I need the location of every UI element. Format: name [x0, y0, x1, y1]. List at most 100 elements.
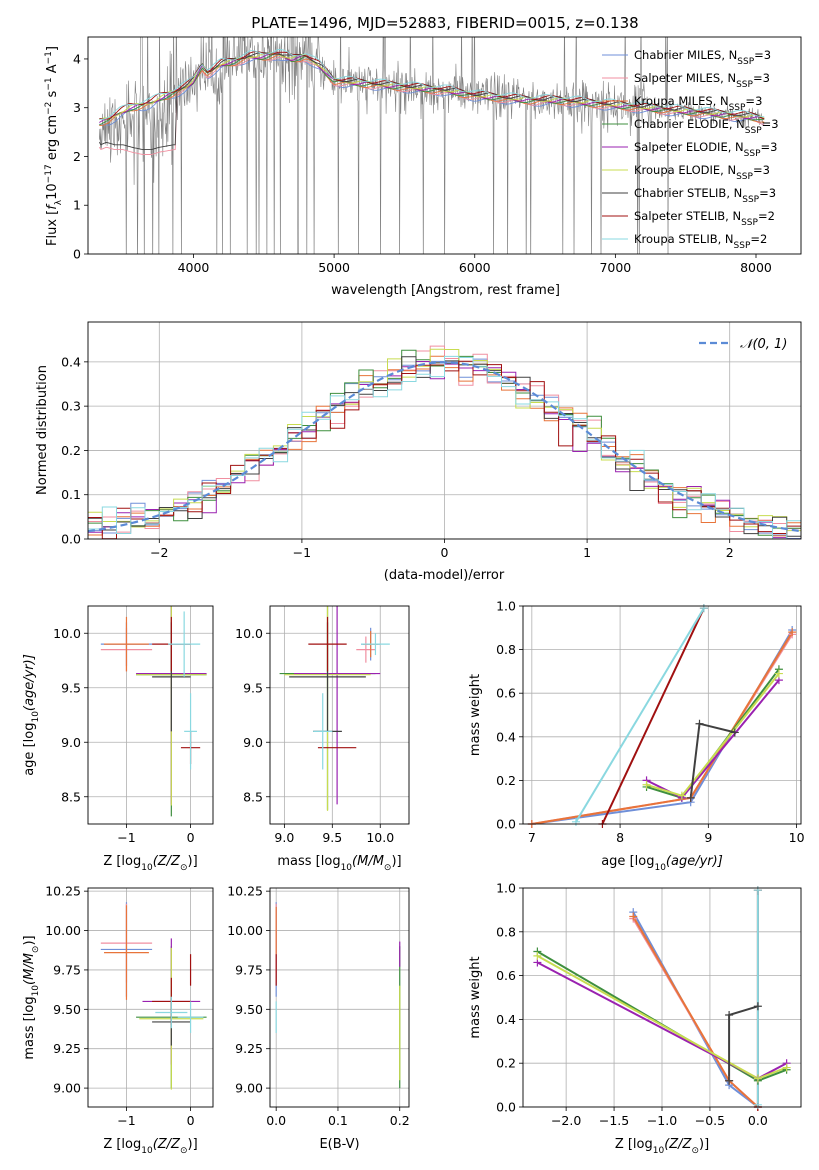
label-part: Kroupa ELODIE — [634, 163, 720, 177]
x-tick-label: −1 — [117, 1113, 135, 1128]
model-line-salpeter-miles — [98, 57, 765, 155]
y-tick-label: 0.0 — [496, 1100, 516, 1115]
axes-age-vs-mass: 9.0 9.5 10.0 8.5 9.0 9.5 10.0 mass [log10(M/M⊙)… — [235, 605, 410, 873]
y-tick-label: 9.50 — [235, 1002, 263, 1017]
plot-area — [270, 606, 409, 824]
x-tick-label: −0.5 — [695, 1113, 725, 1128]
weight-line-salpeter-stelib — [601, 607, 705, 824]
axes-frame — [269, 887, 410, 1108]
label-part: , N — [728, 140, 744, 154]
x-axis-label: Z [log10(Z/Z⊙)] — [103, 1137, 197, 1156]
model-line-kroupa-stelib — [99, 48, 765, 120]
label-part: SSP — [741, 218, 758, 228]
label-part: ⊙ — [31, 946, 41, 954]
label-part: 3 — [770, 140, 777, 154]
axes-frame — [87, 321, 802, 540]
axes-frame — [522, 887, 802, 1108]
plot-area — [270, 888, 409, 1107]
weight-line-kroupa-elodie — [646, 672, 780, 797]
y-tick-label: 0.2 — [496, 773, 516, 788]
label-part: = — [759, 186, 769, 200]
weight-marker-kroupa-elodie — [774, 669, 783, 678]
weight-marker-chabrier-stelib — [730, 728, 739, 737]
x-tick-label: −2 — [150, 545, 168, 560]
label-part: 3 — [764, 48, 771, 62]
x-tick-label: 0 — [187, 830, 195, 845]
x-tick-label: −2.0 — [551, 1113, 581, 1128]
label-part: )] — [699, 1137, 709, 1152]
label-part: = — [753, 71, 763, 85]
axes-frame — [269, 605, 410, 825]
label-part: = — [758, 209, 768, 223]
label-part: 2 — [760, 232, 767, 246]
weight-marker-kroupa-miles — [629, 912, 638, 921]
label-part: Salpeter MILES — [634, 71, 720, 85]
x-axis-label: (data-model)/error — [384, 568, 505, 583]
x-tick-label: 9.5 — [322, 830, 342, 845]
label-part: = — [750, 232, 760, 246]
y-tick-label: 0.8 — [496, 924, 516, 939]
label-part: mass [log — [277, 854, 340, 869]
label-part: ⊙ — [384, 863, 392, 873]
axes-frame — [87, 36, 802, 255]
label-part: Kroupa STELIB — [634, 232, 718, 246]
label-part: Chabrier MILES — [634, 48, 721, 62]
y-tick-label: 10.0 — [53, 626, 81, 641]
weight-line-chabrier-miles — [531, 629, 794, 824]
weight-line-salpeter-miles — [531, 633, 794, 824]
y-tick-label: 3 — [73, 100, 81, 115]
x-tick-label: 9 — [704, 830, 712, 845]
label-part: s — [45, 90, 60, 101]
label-part: −1 — [44, 77, 54, 90]
y-tick-label: 10.00 — [45, 923, 81, 938]
x-tick-label: 7000 — [599, 260, 631, 275]
weight-marker-chabrier-stelib — [695, 719, 704, 728]
label-part: 3 — [763, 163, 770, 177]
x-axis-label: mass [log10(M/M⊙)] — [277, 854, 401, 873]
y-tick-label: 9.0 — [243, 735, 263, 750]
x-tick-label: 0.2 — [390, 1113, 410, 1128]
label-part: , N — [713, 94, 729, 108]
weight-marker-kroupa-stelib — [753, 1100, 762, 1109]
y-tick-label: 8.5 — [61, 789, 81, 804]
label-part: 3 — [769, 186, 776, 200]
y-axis-label: Normed distribution — [35, 365, 50, 495]
plot-area — [523, 606, 801, 824]
legend-label-chabrier-stelib: Chabrier STELIB, NSSP=3 — [634, 186, 776, 205]
y-tick-label: 0.6 — [496, 686, 516, 701]
weight-marker-kroupa-elodie — [533, 951, 542, 960]
label-part: erg cm — [45, 115, 60, 164]
weight-marker-kroupa-miles — [788, 628, 797, 637]
y-axis-label: mass weight — [468, 674, 483, 756]
y-tick-label: 9.5 — [243, 680, 263, 695]
label-part: )] — [188, 854, 198, 869]
y-axis-label: Flux [fλ10−17 erg cm−2 s−1 A−1] — [44, 46, 64, 246]
plot-area — [98, 37, 765, 254]
label-part: λ — [54, 199, 64, 205]
y-axis-label: age [log10(age/yr)] — [22, 654, 41, 776]
weight-line-kroupa-miles — [531, 631, 794, 824]
plot-area — [88, 322, 801, 539]
label-part: (age/yr)] — [22, 654, 37, 711]
x-axis-label: E(B-V) — [319, 1137, 359, 1152]
label-part: SSP — [736, 172, 753, 182]
weight-marker-chabrier-stelib — [725, 1011, 734, 1020]
weight-marker-chabrier-stelib — [725, 1076, 734, 1085]
label-part: , N — [720, 163, 736, 177]
axes-age-vs-Z: −1 08.59.09.510.0Z [log10(Z/Z⊙)]age [log1… — [22, 605, 214, 873]
label-part: 10 — [653, 1146, 665, 1156]
label-part: SSP — [729, 103, 746, 113]
label-part: ] — [45, 46, 60, 51]
plot-area — [523, 888, 801, 1107]
axes-spectrum: 4000 5000 6000 7000 8000 0 1 2 3 4 Chabrier MILES,… — [44, 36, 802, 298]
legend-label-chabrier-miles: Chabrier MILES, NSSP=3 — [634, 48, 771, 67]
y-axis-label: mass weight — [468, 956, 483, 1038]
label-part: −2 — [44, 102, 54, 115]
label-part: = — [745, 94, 755, 108]
y-tick-label: 4 — [73, 51, 81, 66]
y-tick-label: 10.00 — [227, 923, 263, 938]
label-part: Salpeter ELODIE — [634, 140, 728, 154]
